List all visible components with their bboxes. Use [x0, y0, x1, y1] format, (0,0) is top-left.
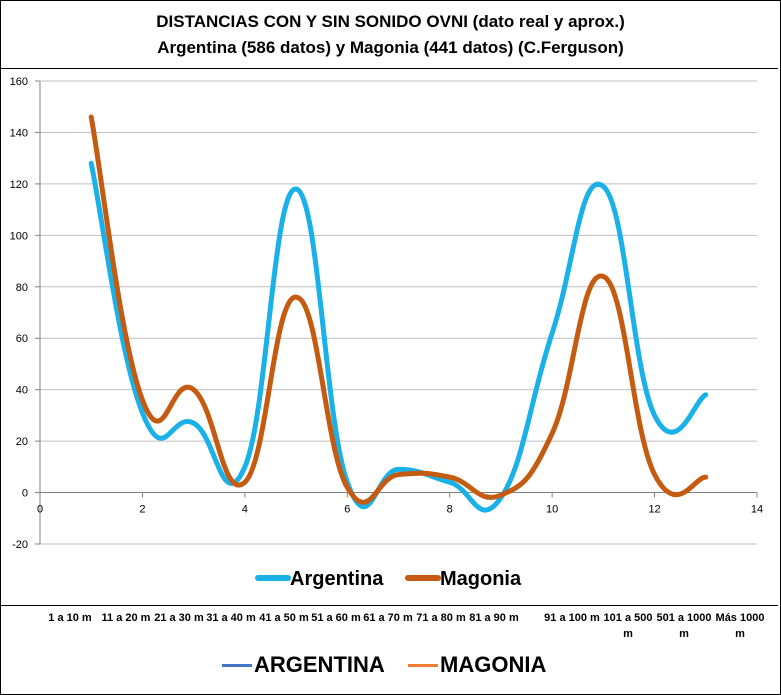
category-label: 501 a 1000 m: [656, 612, 712, 640]
legend-label-argentina: Argentina: [290, 568, 384, 590]
y-tick-label: 40: [16, 385, 28, 397]
line-chart: -20 0 20 40 60 80 100 120 140 160 0 2 4 6 8 10 12 14 Argen…: [10, 76, 763, 590]
legend2-label-argentina: ARGENTINA: [254, 652, 385, 677]
category-label: 61 a 70 m: [363, 612, 413, 624]
x-tick-label: 4: [242, 504, 248, 516]
category-label: 71 a 80 m: [416, 612, 466, 624]
category-label: 91 a 100 m: [544, 612, 600, 624]
category-label: 1 a 10 m: [48, 612, 92, 624]
x-tick-label: 6: [344, 504, 350, 516]
category-label: 41 a 50 m: [259, 612, 309, 624]
chart-title-line1: DISTANCIAS CON Y SIN SONIDO OVNI (dato r…: [156, 12, 625, 31]
x-tick-label: 14: [751, 504, 763, 516]
category-label: Más 1000 m: [715, 612, 765, 640]
series-line-argentina: [88, 160, 709, 513]
y-tick-label: 60: [16, 333, 28, 345]
legend2-swatch-argentina: [222, 663, 252, 667]
y-tick-label: 140: [10, 127, 28, 139]
category-label: 81 a 90 m: [469, 612, 519, 624]
y-tick-label: 0: [22, 488, 28, 500]
legend2-item-argentina: ARGENTINA: [222, 652, 385, 678]
legend-label-magonia: Magonia: [440, 568, 522, 590]
category-label: 21 a 30 m: [154, 612, 204, 624]
x-tick-label: 8: [447, 504, 453, 516]
chart-title-line2: Argentina (586 datos) y Magonia (441 dat…: [157, 38, 624, 57]
y-tick-label: 80: [16, 282, 28, 294]
x-tick-label: 10: [546, 504, 558, 516]
legend2-swatch-magonia: [408, 663, 438, 667]
legend2-item-magonia: MAGONIA: [408, 652, 546, 678]
y-tick-label: 160: [10, 76, 28, 88]
secondary-legend: ARGENTINA MAGONIA: [0, 652, 781, 684]
x-tick-label: 12: [648, 504, 660, 516]
series-line-magonia: [88, 114, 709, 505]
category-label: 101 a 500 m: [603, 612, 653, 640]
plot-area-box: [1, 68, 778, 606]
category-label-row: 1 a 10 m 11 a 20 m 21 a 30 m 31 a 40 m 41 a …: [0, 607, 781, 647]
legend2-label-magonia: MAGONIA: [440, 652, 547, 677]
x-tick-label: 2: [139, 504, 145, 516]
x-tick-label: 0: [37, 504, 43, 516]
y-tick-label: -20: [12, 539, 28, 551]
category-label: 51 a 60 m: [311, 612, 361, 624]
y-tick-label: 100: [10, 230, 28, 242]
category-label: 31 a 40 m: [206, 612, 256, 624]
y-tick-label: 120: [10, 179, 28, 191]
category-label: 11 a 20 m: [101, 612, 151, 624]
y-tick-label: 20: [16, 436, 28, 448]
